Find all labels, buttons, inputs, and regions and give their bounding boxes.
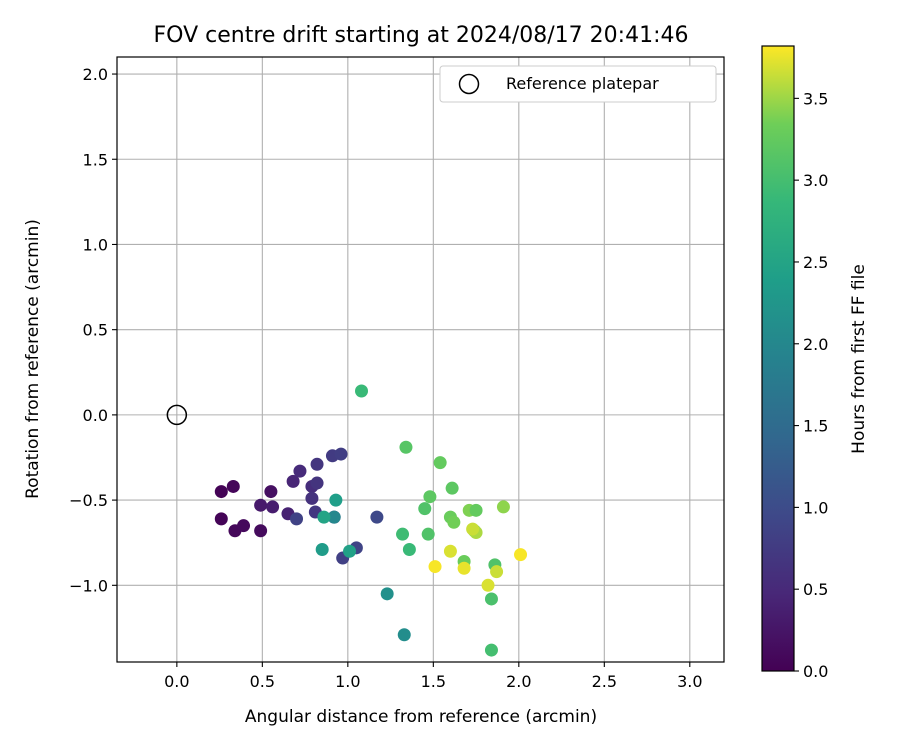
plot-background — [117, 57, 724, 662]
scatter-point — [264, 485, 278, 499]
y-tick-label: 0.5 — [83, 321, 108, 340]
colorbar-tick-label: 2.5 — [803, 253, 828, 272]
y-tick-label: −1.0 — [69, 576, 108, 595]
scatter-point — [496, 500, 510, 514]
scatter-point — [397, 628, 411, 642]
scatter-point — [334, 447, 348, 461]
scatter-point — [343, 544, 357, 558]
scatter-point — [214, 512, 228, 526]
scatter-points — [214, 384, 528, 657]
colorbar-tick-label: 1.5 — [803, 417, 828, 436]
scatter-point — [433, 456, 447, 470]
legend: Reference platepar — [439, 65, 717, 103]
scatter-point — [317, 510, 331, 524]
scatter-point — [237, 519, 251, 533]
scatter-point — [380, 587, 394, 601]
legend-marker — [458, 73, 480, 95]
x-axis-label: Angular distance from reference (arcmin) — [245, 707, 597, 727]
reference-platepar-marker — [166, 404, 188, 426]
scatter-point — [327, 510, 341, 524]
scatter-point — [443, 544, 457, 558]
scatter-point — [315, 543, 329, 557]
scatter-point — [226, 479, 240, 493]
scatter-point — [445, 481, 459, 495]
scatter-point — [370, 510, 384, 524]
x-tick-label: 0.0 — [164, 672, 189, 691]
scatter-point — [466, 522, 480, 536]
scatter-point — [481, 578, 495, 592]
legend-label: Reference platepar — [506, 74, 659, 93]
scatter-point — [310, 457, 324, 471]
plot-area: 0.0 0.5 1.0 1.5 2.0 2.5 3.0 −1.0 −0.5 0.0 0.5 1.0 1… — [69, 56, 725, 691]
y-tick-label: −0.5 — [69, 491, 108, 510]
scatter-point — [484, 592, 498, 606]
scatter-point — [305, 491, 319, 505]
scatter-point — [254, 524, 268, 538]
scatter-point — [428, 560, 442, 574]
x-tick-label: 1.0 — [335, 672, 360, 691]
y-axis-ticks: −1.0 −0.5 0.0 0.5 1.0 1.5 2.0 — [69, 65, 117, 595]
chart-title: FOV centre drift starting at 2024/08/17 … — [154, 23, 689, 48]
colorbar-tick-label: 0.0 — [803, 662, 828, 681]
x-tick-label: 2.0 — [506, 672, 531, 691]
y-axis-label: Rotation from reference (arcmin) — [23, 219, 43, 499]
scatter-point — [490, 565, 504, 579]
x-tick-label: 2.5 — [592, 672, 617, 691]
colorbar-tick-label: 3.5 — [803, 89, 828, 108]
scatter-point — [484, 643, 498, 657]
scatter-point — [355, 384, 369, 398]
scatter-point — [396, 527, 410, 541]
x-axis-ticks: 0.0 0.5 1.0 1.5 2.0 2.5 3.0 — [164, 662, 703, 691]
colorbar-tick-label: 3.0 — [803, 171, 828, 190]
y-tick-label: 2.0 — [83, 65, 108, 84]
scatter-point — [469, 503, 483, 517]
scatter-point — [447, 515, 461, 529]
colorbar-label: Hours from first FF file — [849, 264, 869, 454]
x-tick-label: 3.0 — [677, 672, 702, 691]
y-tick-label: 0.0 — [83, 406, 108, 425]
scatter-point — [514, 548, 528, 562]
scatter-point — [457, 561, 471, 575]
y-tick-label: 1.0 — [83, 235, 108, 254]
scatter-point — [290, 512, 304, 526]
colorbar-tick-label: 0.5 — [803, 580, 828, 599]
colorbar-gradient — [761, 45, 795, 672]
scatter-point — [423, 490, 437, 504]
scatter-point — [214, 485, 228, 499]
scatter-point — [286, 474, 300, 488]
scatter-point — [399, 440, 413, 454]
colorbar-tick-label: 1.0 — [803, 498, 828, 517]
scatter-point — [402, 543, 416, 557]
scatter-point — [266, 500, 280, 514]
colorbar-tick-label: 2.0 — [803, 335, 828, 354]
scatter-point — [329, 493, 343, 507]
colorbar-ticks: 0.0 0.5 1.0 1.5 2.0 2.5 3.0 3.5 — [794, 89, 828, 681]
x-tick-label: 1.5 — [421, 672, 446, 691]
legend-box — [439, 65, 717, 103]
scatter-point — [418, 502, 432, 516]
colorbar: 0.0 0.5 1.0 1.5 2.0 2.5 3.0 3.5 Hours from firs… — [761, 45, 869, 681]
scatter-point — [293, 464, 307, 478]
x-tick-label: 0.5 — [250, 672, 275, 691]
scatter-point — [421, 527, 435, 541]
plot-frame — [116, 56, 725, 663]
scatter-point — [310, 476, 324, 490]
scatter-point — [254, 498, 268, 512]
y-tick-label: 1.5 — [83, 150, 108, 169]
